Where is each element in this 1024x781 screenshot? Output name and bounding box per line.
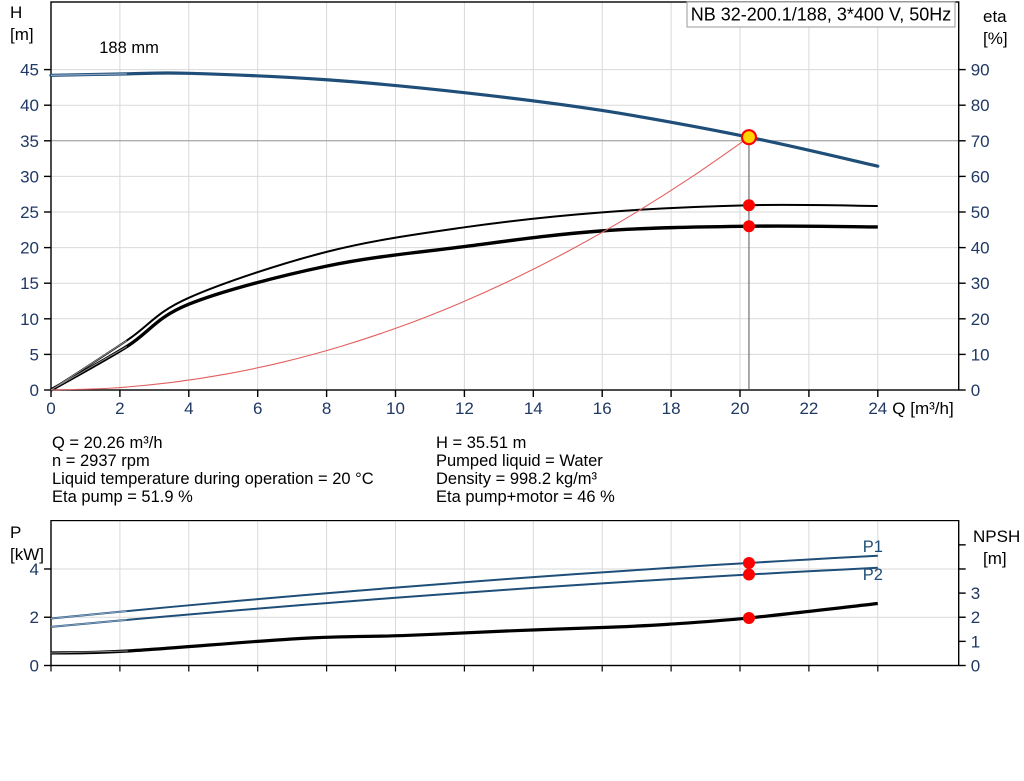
- svg-text:10: 10: [20, 310, 39, 329]
- svg-text:[%]: [%]: [983, 29, 1008, 48]
- svg-text:70: 70: [971, 132, 990, 151]
- svg-text:35: 35: [20, 132, 39, 151]
- svg-text:eta: eta: [983, 7, 1007, 26]
- svg-text:6: 6: [253, 399, 262, 418]
- svg-text:[m]: [m]: [983, 549, 1007, 568]
- svg-text:0: 0: [46, 399, 55, 418]
- svg-text:P1: P1: [863, 538, 883, 556]
- svg-text:H: H: [10, 3, 22, 22]
- svg-text:40: 40: [971, 239, 990, 258]
- svg-text:30: 30: [971, 274, 990, 293]
- svg-text:P2: P2: [863, 566, 883, 584]
- svg-text:1: 1: [971, 632, 980, 651]
- svg-text:0: 0: [30, 657, 39, 676]
- svg-text:3: 3: [971, 584, 980, 603]
- svg-text:2: 2: [115, 399, 124, 418]
- svg-text:0: 0: [971, 381, 980, 400]
- svg-text:90: 90: [971, 61, 990, 80]
- svg-text:[m]: [m]: [10, 25, 34, 44]
- svg-text:16: 16: [593, 399, 612, 418]
- svg-text:30: 30: [20, 167, 39, 186]
- svg-text:NB 32-200.1/188, 3*400 V, 50Hz: NB 32-200.1/188, 3*400 V, 50Hz: [691, 5, 952, 25]
- svg-text:15: 15: [20, 274, 39, 293]
- svg-text:Q [m³/h]: Q [m³/h]: [892, 399, 953, 418]
- svg-text:24: 24: [868, 399, 887, 418]
- svg-text:[kW]: [kW]: [10, 545, 44, 564]
- svg-text:14: 14: [524, 399, 543, 418]
- svg-text:45: 45: [20, 61, 39, 80]
- svg-text:60: 60: [971, 167, 990, 186]
- svg-text:0: 0: [30, 381, 39, 400]
- svg-text:P: P: [10, 523, 21, 542]
- svg-text:18: 18: [662, 399, 681, 418]
- svg-text:NPSH: NPSH: [973, 527, 1020, 546]
- svg-text:10: 10: [971, 345, 990, 364]
- svg-text:12: 12: [455, 399, 474, 418]
- svg-text:20: 20: [971, 310, 990, 329]
- svg-text:40: 40: [20, 96, 39, 115]
- svg-text:20: 20: [731, 399, 750, 418]
- svg-text:0: 0: [971, 657, 980, 676]
- svg-text:20: 20: [20, 239, 39, 258]
- svg-text:4: 4: [184, 399, 193, 418]
- svg-text:22: 22: [799, 399, 818, 418]
- svg-text:8: 8: [322, 399, 331, 418]
- svg-text:50: 50: [971, 203, 990, 222]
- svg-text:80: 80: [971, 96, 990, 115]
- svg-text:5: 5: [30, 345, 39, 364]
- svg-text:188 mm: 188 mm: [99, 39, 159, 57]
- svg-text:25: 25: [20, 203, 39, 222]
- svg-text:2: 2: [30, 608, 39, 627]
- svg-text:10: 10: [386, 399, 405, 418]
- svg-text:2: 2: [971, 608, 980, 627]
